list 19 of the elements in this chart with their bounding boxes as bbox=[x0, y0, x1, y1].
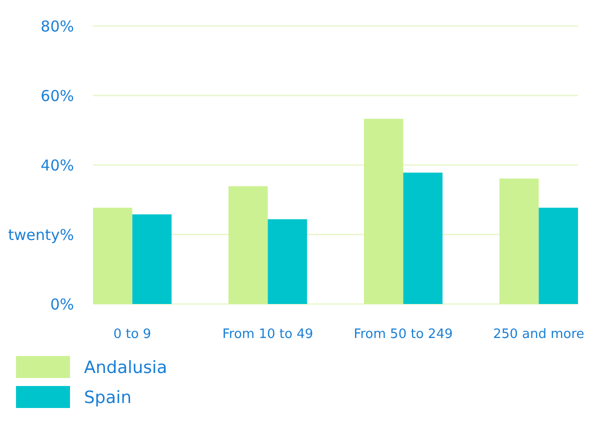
bar bbox=[268, 219, 308, 304]
x-tick-label: 0 to 9 bbox=[113, 327, 152, 342]
y-tick-label: 0% bbox=[50, 295, 74, 314]
x-tick-label: From 50 to 249 bbox=[354, 327, 453, 342]
legend-label: Spain bbox=[84, 388, 132, 408]
bar bbox=[364, 118, 404, 304]
bar bbox=[499, 178, 539, 304]
y-tick-label: 40% bbox=[40, 156, 74, 174]
y-tick-label: twenty% bbox=[8, 226, 74, 244]
y-tick-label: 80% bbox=[40, 17, 74, 36]
x-tick-label: 250 and more bbox=[493, 327, 584, 342]
bar bbox=[538, 208, 578, 304]
bar bbox=[228, 186, 268, 304]
bar bbox=[132, 214, 172, 304]
bar bbox=[93, 208, 132, 304]
x-tick-label: From 10 to 49 bbox=[222, 327, 314, 342]
legend-label: Andalusia bbox=[84, 358, 168, 378]
y-tick-label: 60% bbox=[40, 86, 74, 105]
bar bbox=[403, 172, 443, 304]
